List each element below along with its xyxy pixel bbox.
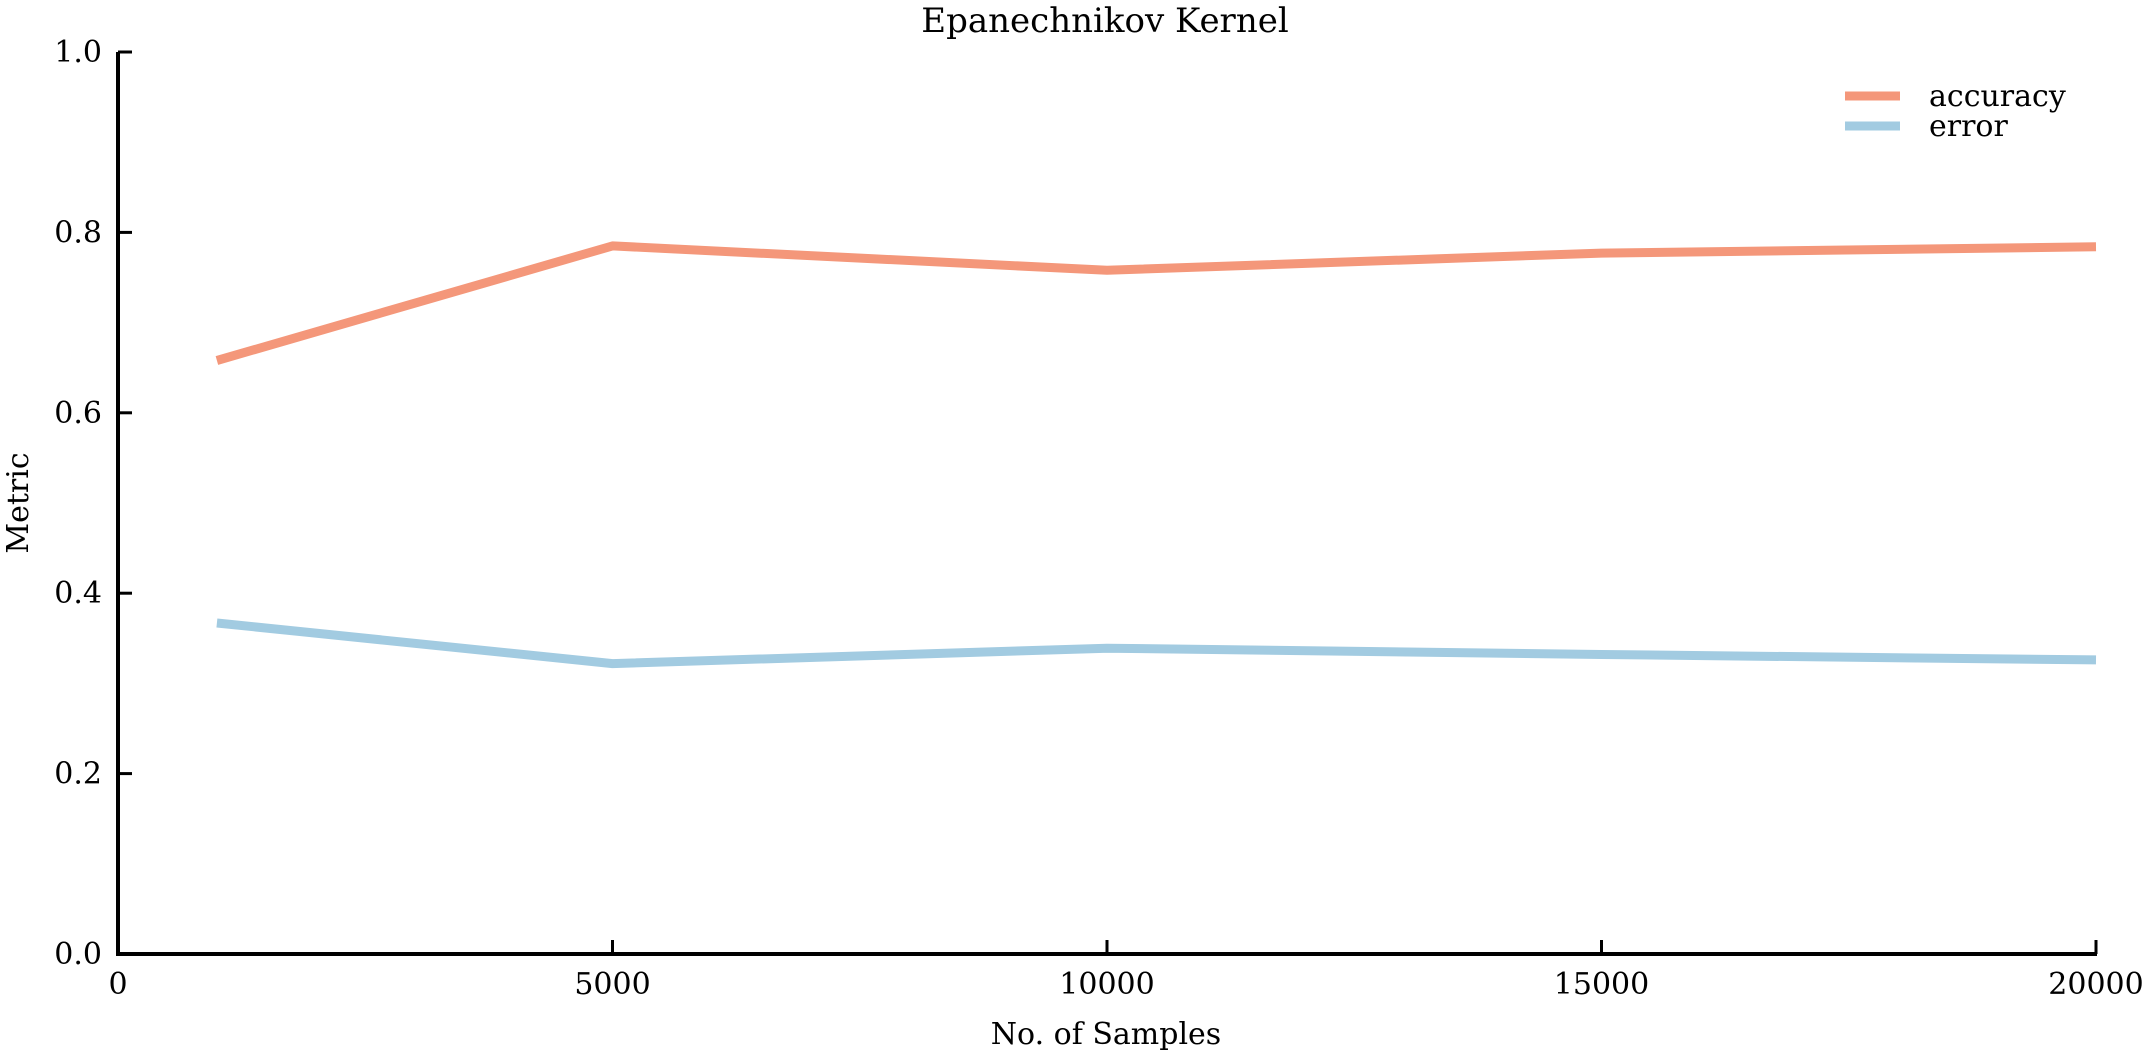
series-group [215,241,2097,669]
x-ticks: 0 5000 10000 15000 20000 [108,940,2144,1002]
y-axis-label: Metric [1,452,36,553]
series-line-error [216,618,2097,669]
x-tick-label: 20000 [2048,967,2143,1002]
legend-label-error: error [1929,109,2008,144]
chart-title: Epanechnikov Kernel [921,1,1288,41]
y-tick-label: 0.0 [54,937,102,972]
y-tick-label: 0.2 [54,757,102,792]
y-ticks: 0.0 0.2 0.4 0.6 0.8 1.0 [54,35,132,972]
y-tick-label: 1.0 [54,35,102,70]
x-tick-label: 15000 [1554,967,1649,1002]
x-tick-label: 10000 [1059,967,1154,1002]
x-tick-label: 5000 [574,967,650,1002]
series-line-accuracy [215,241,2097,365]
y-tick-label: 0.4 [54,576,102,611]
y-tick-label: 0.6 [54,396,102,431]
x-axis-label: No. of Samples [991,1017,1221,1052]
x-tick-label: 0 [108,967,127,1002]
legend-label-accuracy: accuracy [1929,79,2066,114]
y-tick-label: 0.8 [54,215,102,250]
